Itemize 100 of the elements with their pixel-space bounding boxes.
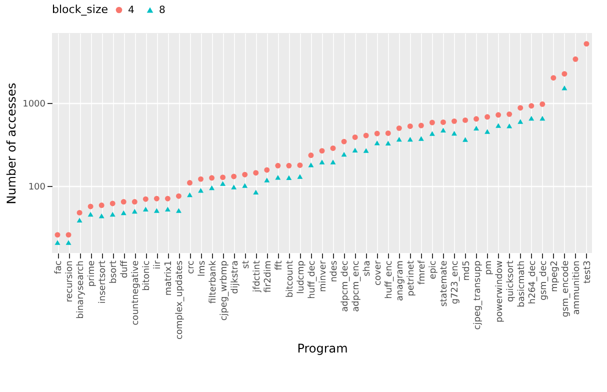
x-tick-label: lms (197, 260, 208, 276)
point (518, 105, 524, 111)
point (330, 160, 336, 164)
x-tick-label: binarysearch (76, 260, 86, 319)
point (330, 145, 336, 151)
point (562, 71, 568, 77)
x-tick-label: quicksort (506, 260, 516, 302)
point (110, 200, 116, 206)
x-tick-label: ndes (330, 260, 340, 282)
point (198, 188, 204, 193)
x-tick-label: huff_enc (384, 260, 395, 299)
x-tick-label: fft (274, 260, 284, 270)
x-tick-label: basicmath (516, 260, 527, 308)
y-tick-label: 1000 (22, 100, 46, 110)
point (297, 174, 303, 179)
point (418, 122, 424, 128)
point (319, 148, 325, 154)
x-tick-label: bitonic (142, 260, 152, 291)
point (308, 162, 314, 168)
point (253, 170, 259, 176)
point (209, 185, 215, 190)
x-tick-label: ammunition (572, 260, 582, 315)
x-tick-label: md5 (462, 260, 472, 281)
point (242, 172, 248, 178)
point (518, 119, 524, 124)
x-tick-label: h264_dec (528, 260, 538, 304)
x-tick-label: fmref (418, 260, 428, 285)
point (88, 204, 94, 210)
point (484, 114, 490, 120)
x-tick-label: cjpeg_wrbmp (219, 260, 230, 321)
point (164, 196, 170, 202)
point (363, 132, 369, 138)
point (176, 208, 182, 213)
point (429, 131, 435, 136)
point (352, 134, 358, 140)
point (396, 136, 402, 142)
point (308, 152, 314, 158)
point (440, 128, 446, 133)
legend-label: 8 (159, 5, 166, 16)
x-tick-label: adpcm_dec (340, 260, 351, 312)
x-tick-label: crc (186, 260, 196, 274)
point (187, 192, 192, 198)
point (474, 126, 480, 131)
y-tick-label: 100 (28, 182, 46, 193)
point (198, 176, 204, 182)
y-axis-title: Number of accesses (4, 82, 19, 204)
point (363, 148, 369, 153)
point (209, 175, 215, 181)
x-tick-label: fir2dim (263, 260, 274, 293)
x-tick-label: matrix1 (164, 260, 174, 296)
point (540, 116, 546, 121)
x-tick-label: prime (87, 260, 98, 287)
point (54, 232, 60, 238)
x-tick-label: bsort (109, 260, 120, 284)
point (385, 130, 391, 136)
x-tick-label: bitcount (285, 260, 296, 298)
x-tick-label: minver (318, 260, 328, 292)
point (120, 199, 126, 204)
point (264, 178, 270, 182)
point (154, 196, 160, 202)
point (584, 41, 590, 47)
x-tick-label: gsm_encode (560, 260, 571, 318)
point (462, 117, 468, 123)
x-tick-label: anagram (396, 260, 406, 301)
point (231, 184, 237, 190)
x-tick-label: dijkstra (230, 260, 240, 294)
point (187, 180, 192, 186)
point (528, 116, 534, 121)
point (264, 167, 270, 173)
x-tick-label: huff_dec (307, 260, 318, 299)
x-axis-title: Program (297, 342, 348, 356)
x-tick-label: statemate (440, 260, 450, 307)
legend-label: 4 (128, 5, 134, 16)
x-tick-label: jfdctint (252, 260, 262, 294)
x-tick-label: petrinet (406, 260, 417, 296)
point (319, 160, 325, 164)
point (154, 208, 160, 213)
x-tick-label: st (241, 260, 252, 269)
point (98, 213, 104, 218)
point (474, 116, 480, 122)
point (341, 138, 347, 144)
point (562, 85, 568, 90)
point (286, 162, 292, 168)
x-tick-label: iir (153, 260, 164, 270)
point (484, 129, 490, 134)
point (452, 118, 457, 124)
point (297, 162, 303, 168)
point (496, 123, 502, 128)
x-tick-label: pm (484, 260, 494, 275)
point (407, 136, 413, 142)
x-tick-label: filterbank (208, 260, 218, 304)
point (418, 136, 424, 141)
point (176, 193, 182, 199)
point (572, 56, 578, 62)
point (120, 210, 126, 216)
point (98, 202, 104, 208)
point (66, 232, 72, 238)
x-tick-label: cover (374, 260, 384, 286)
x-tick-label: powerwindow (494, 260, 505, 322)
point (275, 174, 281, 180)
